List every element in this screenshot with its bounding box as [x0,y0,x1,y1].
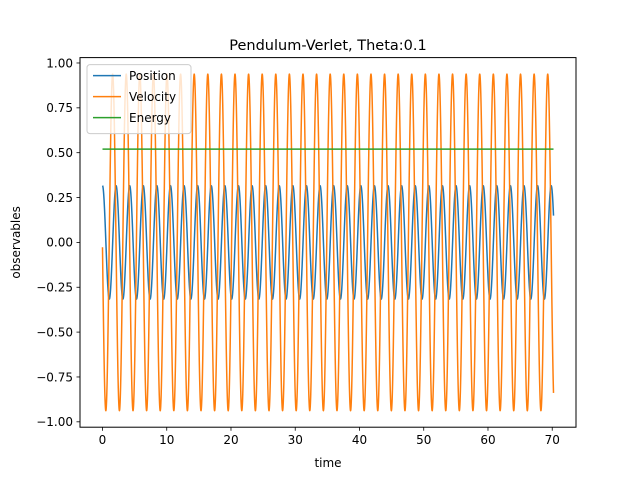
series-line-velocity [101,73,555,412]
y-ticks: −1.00 −0.75 −0.50 −0.25 0.00 0.25 0.50 0.75 1.00 [36,56,80,429]
y-tick-label: −0.50 [36,325,73,339]
y-tick-label: −0.25 [36,281,73,295]
x-tick-label: 10 [159,433,174,447]
legend-box [86,64,192,135]
x-tick-label: 70 [545,433,560,447]
x-tick-label: 30 [288,433,303,447]
x-tick-label: 50 [416,433,431,447]
y-tick-label: 0.00 [46,236,73,250]
x-ticks: 0 10 20 30 40 50 60 70 [99,427,560,447]
x-tick-label: 60 [480,433,495,447]
x-tick-label: 0 [99,433,107,447]
legend-label-position: Position [129,69,176,83]
series-line-position [101,184,555,300]
y-tick-label: −1.00 [36,415,73,429]
y-tick-label: 0.75 [46,101,73,115]
chart-title: Pendulum-Verlet, Theta:0.1 [229,38,426,54]
legend: Position Velocity Energy [86,64,192,135]
legend-label-velocity: Velocity [129,90,176,104]
series-layer [101,73,555,412]
x-axis-label: time [314,456,341,470]
x-tick-label: 40 [352,433,367,447]
y-tick-label: 0.25 [46,191,73,205]
y-tick-label: 1.00 [46,56,73,70]
y-tick-label: −0.75 [36,370,73,384]
x-tick-label: 20 [223,433,238,447]
y-axis-label: observables [9,206,23,279]
legend-label-energy: Energy [129,111,171,125]
y-tick-label: 0.50 [46,146,73,160]
